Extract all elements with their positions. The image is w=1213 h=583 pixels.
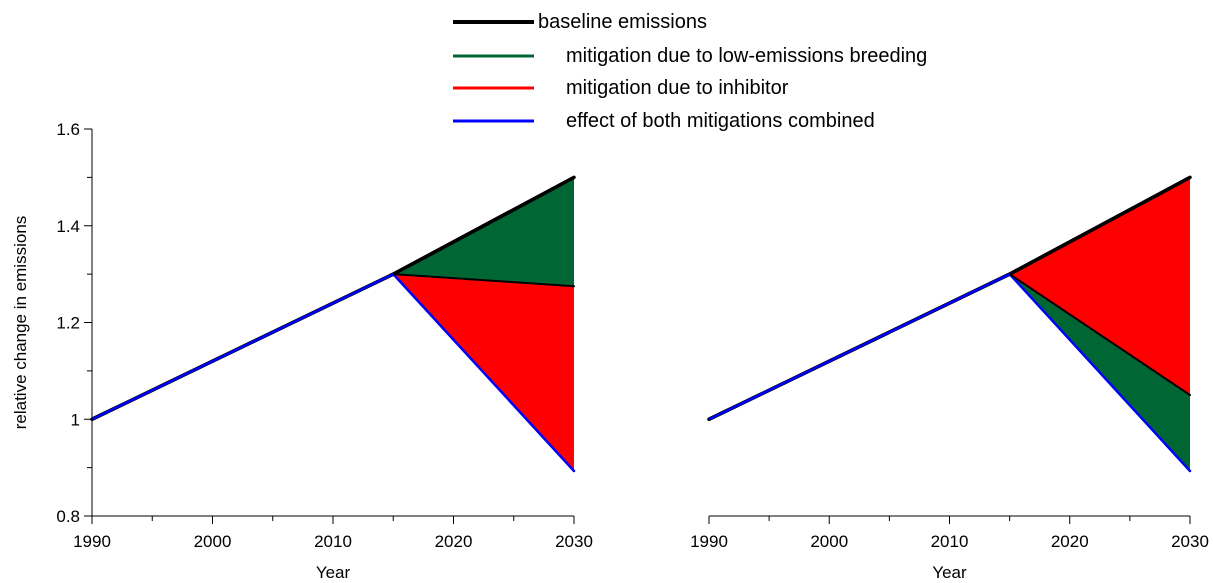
x-tick-label: 1990 xyxy=(690,532,728,551)
legend-label: baseline emissions xyxy=(538,11,707,33)
legend-label: mitigation due to low-emissions breeding xyxy=(566,45,927,67)
area-mitigation-due-to-inhibitor xyxy=(1009,177,1190,396)
series-line-combined-shared xyxy=(91,272,394,421)
x-tick-label: 2020 xyxy=(1051,532,1089,551)
area-mitigation-due-to-low-emissions-breeding xyxy=(393,177,574,287)
x-tick-label: 2030 xyxy=(1171,532,1209,551)
x-axis-label: Year xyxy=(316,563,351,582)
y-axis-label: relative change in emissions xyxy=(11,216,30,430)
legend: baseline emissions mitigation due to low-… xyxy=(453,11,927,132)
series-line-split-1 xyxy=(1008,273,1191,397)
x-tick-label: 2020 xyxy=(435,532,473,551)
y-tick-label: 1.6 xyxy=(56,120,80,139)
y-tick-label: 1.2 xyxy=(56,314,80,333)
y-tick-label: 1.4 xyxy=(56,217,80,236)
series-line-combined-shared xyxy=(708,272,1011,421)
x-tick-label: 1990 xyxy=(73,532,111,551)
legend-label: mitigation due to inhibitor xyxy=(566,77,789,99)
chart-panel-left: 1990 2000 2010 2020 2030 Year 0.8 1 1.2 1.4 1.6 rel… xyxy=(11,120,593,582)
x-axis-label: Year xyxy=(932,563,967,582)
x-tick-label: 2030 xyxy=(555,532,593,551)
x-tick-label: 2000 xyxy=(194,532,232,551)
series-line-split-1 xyxy=(392,273,575,288)
x-tick-label: 2000 xyxy=(810,532,848,551)
legend-label: effect of both mitigations combined xyxy=(566,110,875,132)
y-tick-label: 1 xyxy=(71,410,80,429)
chart-panel-right: 1990 2000 2010 2020 2030 Year xyxy=(690,175,1209,582)
x-tick-label: 2010 xyxy=(314,532,352,551)
y-tick-label: 0.8 xyxy=(56,507,80,526)
x-tick-label: 2010 xyxy=(931,532,969,551)
